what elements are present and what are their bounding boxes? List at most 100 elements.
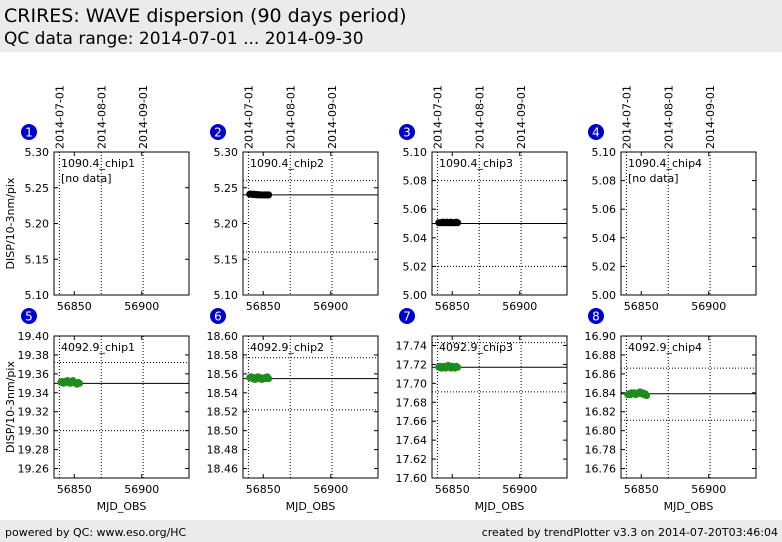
panel-7-ytick-label: 17.60 (396, 472, 428, 485)
panel-2-number-label: 2 (214, 126, 222, 140)
panel-3-ytick-label: 5.10 (403, 146, 428, 159)
panel-8-ytick-label: 16.88 (585, 349, 617, 362)
panel-8-ytick-label: 16.84 (585, 387, 617, 400)
panel-3-xtick-label: 56850 (435, 300, 470, 313)
panel-5-ytick-label: 19.34 (18, 387, 50, 400)
panel-8-ytick-label: 16.86 (585, 368, 617, 381)
panel-3-ytick-label: 5.08 (403, 175, 428, 188)
panel-5-ytick-label: 19.32 (18, 406, 50, 419)
panel-4-ytick-label: 5.06 (592, 203, 617, 216)
panel-5-data-point (76, 379, 84, 387)
panel-6-xlabel: MJD_OBS (286, 500, 336, 513)
panel-4-date-label: 2014-09-01 (704, 85, 717, 149)
panel-4-xtick-label: 56900 (691, 300, 726, 313)
panel-6-ytick-label: 18.54 (207, 387, 239, 400)
panel-7-series-label: 4092.9_chip3 (439, 341, 513, 354)
page-title: CRIRES: WAVE dispersion (90 days period) (4, 5, 407, 27)
panel-3-date-label: 2014-08-01 (473, 85, 486, 149)
panel-5-ytick-label: 19.30 (18, 425, 50, 438)
panel-5-ytick-label: 19.28 (18, 444, 50, 457)
panel-1-xtick-label: 56850 (57, 300, 92, 313)
panel-3-data-point (454, 219, 462, 227)
panel-1-xtick-label: 56900 (124, 300, 159, 313)
panel-1-ytick-label: 5.25 (25, 182, 50, 195)
panel-8-plot-frame (620, 335, 757, 479)
panel-7-ytick-label: 17.70 (396, 377, 428, 390)
panel-2-ytick-label: 5.20 (214, 218, 239, 231)
panel-3-date-label: 2014-07-01 (431, 85, 444, 149)
panel-3-number-label: 3 (403, 126, 411, 140)
footer-powered-by: powered by QC: www.eso.org/HC (5, 526, 187, 539)
panel-5-number-marker (21, 308, 37, 324)
panel-1-no-data-note: [no data] (61, 172, 112, 185)
panel-7-number-marker (399, 308, 415, 324)
qc-data-range: QC data range: 2014-07-01 ... 2014-09-30 (4, 29, 364, 49)
panel-4-number-marker (588, 124, 604, 140)
panel-7-plot-frame (431, 335, 568, 479)
panel-8-xlabel: MJD_OBS (664, 500, 714, 513)
panel-3-ytick-label: 5.02 (403, 260, 428, 273)
panel-4-ytick-label: 5.02 (592, 260, 617, 273)
panel-3-number-marker (399, 124, 415, 140)
panel-6-ytick-label: 18.52 (207, 406, 239, 419)
panel-8-number-marker (588, 308, 604, 324)
panel-5-series-label: 4092.9_chip1 (61, 341, 135, 354)
panel-4-series-label: 1090.4_chip4 (628, 157, 702, 170)
panel-6-number-marker (210, 308, 226, 324)
panel-4-ytick-label: 5.00 (592, 289, 617, 302)
panel-4-plot-frame (620, 151, 757, 296)
panel-6-series-label: 4092.9_chip2 (250, 341, 324, 354)
panel-5-ytick-label: 19.36 (18, 368, 50, 381)
panel-3-ytick-label: 5.00 (403, 289, 428, 302)
panel-8-data-point (643, 392, 651, 400)
panel-5-xtick-label: 56900 (124, 483, 159, 496)
panel-3-date-label: 2014-09-01 (515, 85, 528, 149)
panel-1-number-label: 1 (25, 126, 33, 140)
panel-8-xtick-label: 56900 (691, 483, 726, 496)
panel-4-ytick-label: 5.04 (592, 232, 617, 245)
panel-5-plot-frame (53, 335, 190, 479)
panel-2-ytick-label: 5.15 (214, 253, 239, 266)
panel-6-xtick-label: 56850 (246, 483, 281, 496)
panel-5-ytick-label: 19.26 (18, 463, 50, 476)
panel-7-ytick-label: 17.68 (396, 396, 428, 409)
panel-2-series-label: 1090.4_chip2 (250, 157, 324, 170)
panel-8-xtick-label: 56850 (624, 483, 659, 496)
panel-8-series-label: 4092.9_chip4 (628, 341, 702, 354)
panel-6-ytick-label: 18.60 (207, 330, 239, 343)
panel-5-ytick-label: 19.38 (18, 349, 50, 362)
panel-7-xtick-label: 56850 (435, 483, 470, 496)
panel-6-plot-frame (242, 335, 379, 479)
panel-5-number-label: 5 (25, 310, 33, 324)
panel-2-data-point (265, 191, 273, 199)
panel-7-ytick-label: 17.72 (396, 358, 428, 371)
panel-2-xtick-label: 56900 (313, 300, 348, 313)
panel-1-ytick-label: 5.20 (25, 218, 50, 231)
panel-2-plot-frame (242, 151, 379, 296)
panel-8-ytick-label: 16.78 (585, 444, 617, 457)
panel-3-xtick-label: 56900 (502, 300, 537, 313)
panel-7-ytick-label: 17.66 (396, 415, 428, 428)
panel-7-xtick-label: 56900 (502, 483, 537, 496)
panel-7-xlabel: MJD_OBS (475, 500, 525, 513)
panel-2-ytick-label: 5.10 (214, 289, 239, 302)
page-header: CRIRES: WAVE dispersion (90 days period)… (0, 0, 782, 52)
panel-2-date-label: 2014-07-01 (242, 85, 255, 149)
panel-3-ytick-label: 5.06 (403, 203, 428, 216)
panel-8-ytick-label: 16.76 (585, 463, 617, 476)
panel-4-date-label: 2014-07-01 (620, 85, 633, 149)
panel-6-ytick-label: 18.56 (207, 368, 239, 381)
panel-6-data-point (265, 375, 273, 383)
panel-1-date-label: 2014-09-01 (137, 85, 150, 149)
panel-6-xtick-label: 56900 (313, 483, 348, 496)
panel-1-ytick-label: 5.15 (25, 253, 50, 266)
panel-4-ytick-label: 5.08 (592, 175, 617, 188)
panel-2-ytick-label: 5.30 (214, 146, 239, 159)
panel-6-ytick-label: 18.50 (207, 425, 239, 438)
panel-5-xtick-label: 56850 (57, 483, 92, 496)
panel-6-ytick-label: 18.58 (207, 349, 239, 362)
panel-3-series-label: 1090.4_chip3 (439, 157, 513, 170)
panel-1-series-label: 1090.4_chip1 (61, 157, 135, 170)
panel-8-ytick-label: 16.82 (585, 406, 617, 419)
